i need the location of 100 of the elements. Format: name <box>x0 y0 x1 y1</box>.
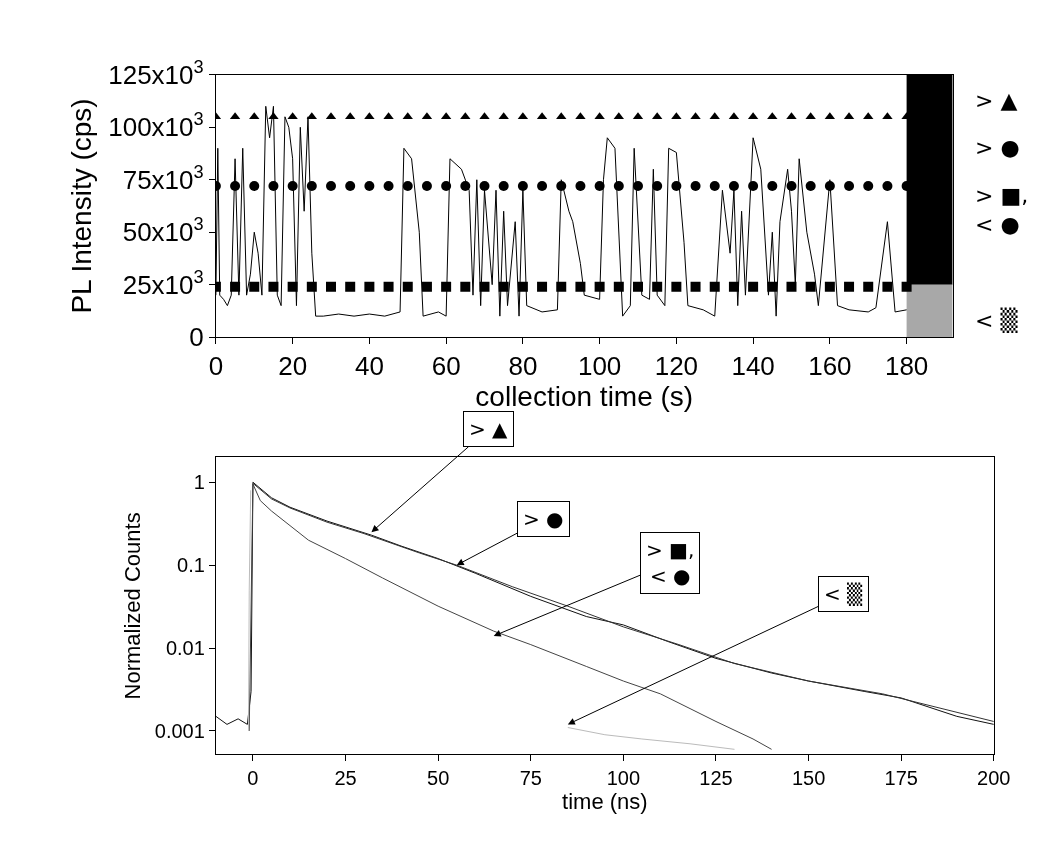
x-tick-label: 100 <box>606 767 641 790</box>
x-tick-label: 120 <box>654 351 699 382</box>
point <box>441 181 452 192</box>
point <box>690 181 701 192</box>
point <box>383 112 394 120</box>
point <box>249 112 260 120</box>
point <box>594 281 605 292</box>
y-tick-label: 0.01 <box>165 637 205 660</box>
point <box>709 281 720 292</box>
point <box>882 112 893 120</box>
x-tick-label: 25 <box>334 767 357 790</box>
point <box>517 281 528 292</box>
point <box>364 112 375 120</box>
point <box>709 112 720 120</box>
point <box>863 281 874 292</box>
point <box>402 112 413 120</box>
x-tick-label: 40 <box>354 351 384 382</box>
point <box>364 281 375 292</box>
x-tick-label: 60 <box>431 351 461 382</box>
point <box>230 281 241 292</box>
point <box>287 181 298 192</box>
point <box>421 281 432 292</box>
point <box>882 181 893 192</box>
point <box>671 281 682 292</box>
point <box>748 281 759 292</box>
point <box>268 112 279 120</box>
point <box>326 181 337 192</box>
x-tick-label: 0 <box>247 767 259 790</box>
point <box>364 181 375 192</box>
text: < ▒ <box>975 307 1019 334</box>
x-tick-label: 125 <box>699 767 733 790</box>
x-tick-label: 0 <box>208 351 224 382</box>
point <box>671 112 682 120</box>
x-tick-label: 75 <box>519 767 542 790</box>
point <box>709 181 720 192</box>
y-axis-title: Normalized Counts <box>119 512 145 700</box>
point <box>498 112 509 120</box>
point <box>767 281 778 292</box>
point <box>844 181 855 192</box>
point <box>460 281 471 292</box>
point <box>249 281 260 292</box>
point <box>863 112 874 120</box>
point <box>268 181 279 192</box>
point <box>786 281 797 292</box>
point <box>556 181 567 192</box>
x-tick-label: 50 <box>427 767 450 790</box>
point <box>805 281 816 292</box>
point <box>479 281 490 292</box>
x-tick-label: 200 <box>977 767 1011 790</box>
point <box>632 281 643 292</box>
annotation: > ● <box>523 507 564 531</box>
y-tick-label: 0 <box>189 322 204 353</box>
point <box>652 181 663 192</box>
annotation: > ▲ <box>469 417 509 441</box>
text: > ■, < ● <box>975 183 1029 237</box>
point <box>402 281 413 292</box>
point <box>882 281 893 292</box>
point <box>556 112 567 120</box>
point <box>268 281 279 292</box>
point <box>575 181 586 192</box>
point <box>805 181 816 192</box>
y-tick-label: 25x10$^{3}$ <box>122 266 204 300</box>
point <box>287 112 298 120</box>
point <box>728 281 739 292</box>
point <box>575 281 586 292</box>
y-tick-label: 0.001 <box>154 719 205 742</box>
point <box>767 181 778 192</box>
point <box>402 181 413 192</box>
point <box>479 112 490 120</box>
y-tick-label: 100x10$^{3}$ <box>108 109 204 143</box>
x-tick-label: 80 <box>508 351 538 382</box>
point <box>728 181 739 192</box>
point <box>517 181 528 192</box>
annotation: < ▒ <box>824 582 864 606</box>
point <box>824 281 835 292</box>
point <box>786 112 797 120</box>
point <box>901 281 912 292</box>
point <box>690 281 701 292</box>
point <box>632 181 643 192</box>
x-tick-label: 150 <box>791 767 826 790</box>
y-tick-label: 125x10$^{3}$ <box>108 57 204 90</box>
y-tick-label: 1 <box>193 471 205 494</box>
point <box>306 181 317 192</box>
point <box>652 281 663 292</box>
point <box>613 281 624 292</box>
point <box>537 181 548 192</box>
point <box>383 181 394 192</box>
annotation: > ■, < ● <box>646 538 695 588</box>
x-axis-title: collection time (s) <box>475 381 694 413</box>
point <box>326 281 337 292</box>
y-tick-label: 50x10$^{3}$ <box>122 214 204 248</box>
x-axis-title: time (ns) <box>562 789 648 815</box>
x-tick-label: 160 <box>808 351 852 382</box>
point <box>844 281 855 292</box>
x-tick-label: 175 <box>884 767 918 790</box>
point <box>786 181 797 192</box>
point <box>748 181 759 192</box>
point <box>460 112 471 120</box>
x-tick-label: 140 <box>731 351 775 382</box>
point <box>498 181 509 192</box>
